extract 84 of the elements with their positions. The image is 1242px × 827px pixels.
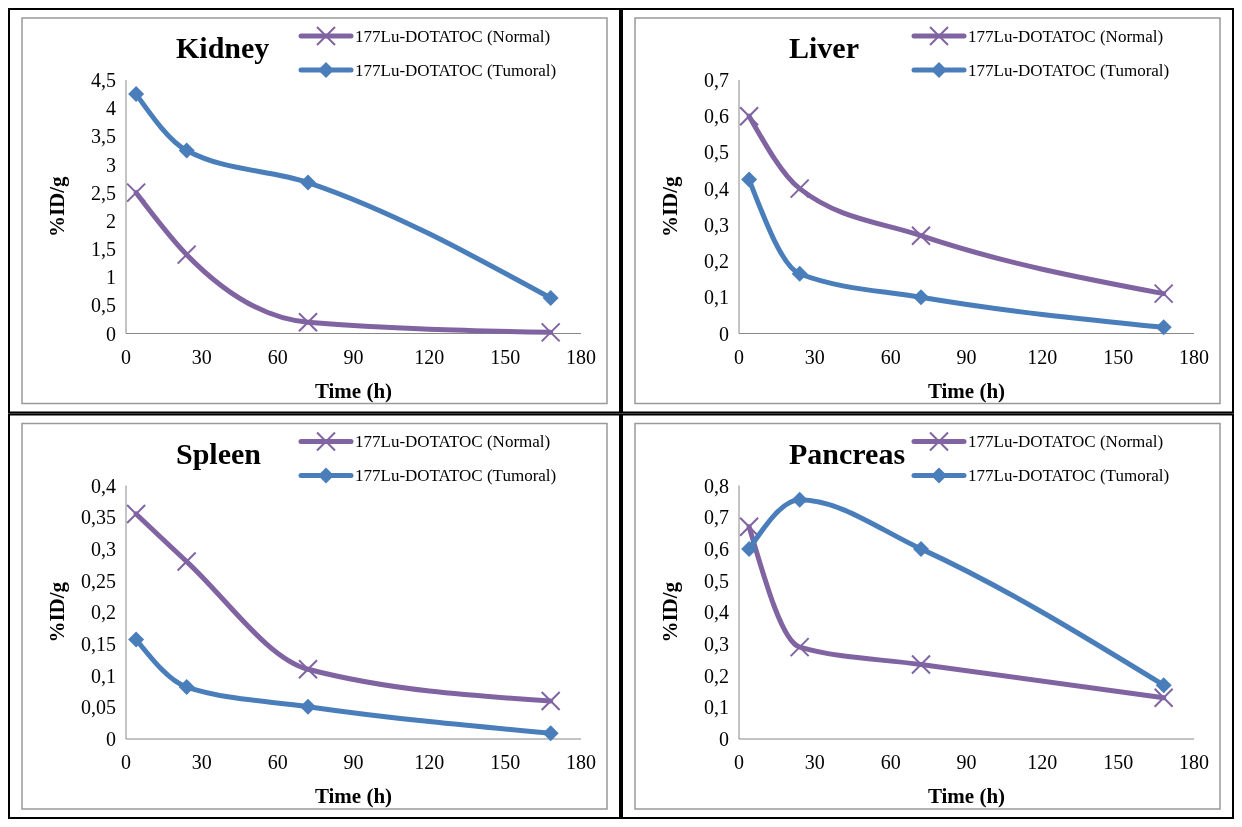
x-axis-title: Time (h) <box>927 378 1006 403</box>
y-tick-label: 0,1 <box>91 664 116 687</box>
x-tick-label: 0 <box>734 751 744 773</box>
x-tick-label: 90 <box>956 751 977 773</box>
chart-title: Spleen <box>176 436 262 470</box>
y-axis-title: %ID/g <box>658 175 682 238</box>
x-tick-label: 90 <box>956 345 977 368</box>
x-tick-label: 60 <box>267 345 288 368</box>
x-tick-label: 180 <box>566 345 596 368</box>
y-tick-label: 0,4 <box>704 177 729 200</box>
x-axis-title: Time (h) <box>927 784 1006 808</box>
x-tick-label: 30 <box>804 751 825 773</box>
y-tick-label: 0,5 <box>704 569 729 592</box>
y-tick-label: 0 <box>106 322 116 345</box>
y-tick-label: 0,2 <box>704 664 729 687</box>
legend-label: 177Lu-DOTATOC (Normal) <box>968 26 1164 46</box>
y-axis-title: %ID/g <box>45 175 69 238</box>
y-tick-label: 2 <box>106 209 116 232</box>
legend-label: 177Lu-DOTATOC (Tumoral) <box>968 60 1170 80</box>
x-tick-label: 60 <box>267 751 288 773</box>
y-tick-label: 1,5 <box>91 238 116 260</box>
y-tick-label: 0,3 <box>91 537 116 560</box>
legend-label: 177Lu-DOTATOC (Tumoral) <box>355 466 557 486</box>
x-tick-label: 150 <box>490 345 521 368</box>
legend-label: 177Lu-DOTATOC (Tumoral) <box>355 60 557 80</box>
x-tick-label: 180 <box>1179 345 1209 368</box>
y-tick-label: 0 <box>106 728 116 750</box>
x-tick-label: 0 <box>734 345 744 368</box>
x-tick-label: 90 <box>343 345 364 368</box>
chart-title: Liver <box>789 31 859 64</box>
y-tick-label: 3,5 <box>91 125 116 148</box>
y-tick-label: 0,2 <box>704 250 729 273</box>
y-tick-label: 0,15 <box>81 632 116 655</box>
y-tick-label: 0,3 <box>704 632 729 655</box>
legend-label: 177Lu-DOTATOC (Normal) <box>355 432 551 452</box>
legend-label: 177Lu-DOTATOC (Tumoral) <box>968 466 1170 486</box>
x-tick-label: 0 <box>121 751 131 773</box>
x-tick-label: 90 <box>343 751 364 773</box>
y-axis-title: %ID/g <box>658 581 682 643</box>
x-tick-label: 30 <box>191 345 212 368</box>
x-tick-label: 180 <box>566 751 596 773</box>
y-tick-label: 0,4 <box>91 474 116 497</box>
y-tick-label: 0,1 <box>704 286 729 309</box>
x-tick-label: 0 <box>121 345 131 368</box>
y-tick-label: 0,5 <box>91 294 116 317</box>
x-tick-label: 150 <box>1103 751 1134 773</box>
y-tick-label: 0,5 <box>704 141 729 164</box>
y-tick-label: 0,05 <box>81 696 116 719</box>
legend-label: 177Lu-DOTATOC (Normal) <box>968 432 1164 452</box>
y-tick-label: 0,6 <box>704 105 729 128</box>
y-axis-title: %ID/g <box>45 581 69 643</box>
y-tick-label: 0,3 <box>704 213 729 236</box>
x-tick-label: 150 <box>490 751 521 773</box>
x-tick-label: 120 <box>1027 751 1058 773</box>
x-tick-label: 120 <box>1027 345 1058 368</box>
y-tick-label: 0,7 <box>704 506 729 529</box>
legend-label: 177Lu-DOTATOC (Normal) <box>355 26 551 46</box>
x-tick-label: 30 <box>191 751 212 773</box>
y-tick-label: 4,5 <box>91 69 116 91</box>
chart-title: Pancreas <box>789 436 906 470</box>
y-tick-label: 1 <box>106 266 116 289</box>
x-tick-label: 60 <box>880 751 901 773</box>
y-tick-label: 0,6 <box>704 537 729 560</box>
x-tick-label: 30 <box>804 345 825 368</box>
x-tick-label: 180 <box>1179 751 1209 773</box>
x-tick-label: 150 <box>1103 345 1134 368</box>
y-tick-label: 2,5 <box>91 181 116 204</box>
y-tick-label: 0,2 <box>91 601 116 624</box>
x-tick-label: 120 <box>414 751 445 773</box>
y-tick-label: 0,4 <box>704 601 729 624</box>
y-tick-label: 0,25 <box>81 569 116 592</box>
chart-title: Kidney <box>176 31 270 64</box>
x-tick-label: 60 <box>880 345 901 368</box>
y-tick-label: 4 <box>106 97 116 120</box>
y-tick-label: 0 <box>719 322 729 345</box>
y-tick-label: 0,8 <box>704 474 729 497</box>
x-tick-label: 120 <box>414 345 445 368</box>
x-axis-title: Time (h) <box>314 784 393 808</box>
y-tick-label: 0,35 <box>81 506 116 529</box>
y-tick-label: 3 <box>106 153 116 176</box>
y-tick-label: 0,1 <box>704 696 729 719</box>
y-tick-label: 0,7 <box>704 69 729 91</box>
y-tick-label: 0 <box>719 728 729 750</box>
x-axis-title: Time (h) <box>314 378 393 403</box>
